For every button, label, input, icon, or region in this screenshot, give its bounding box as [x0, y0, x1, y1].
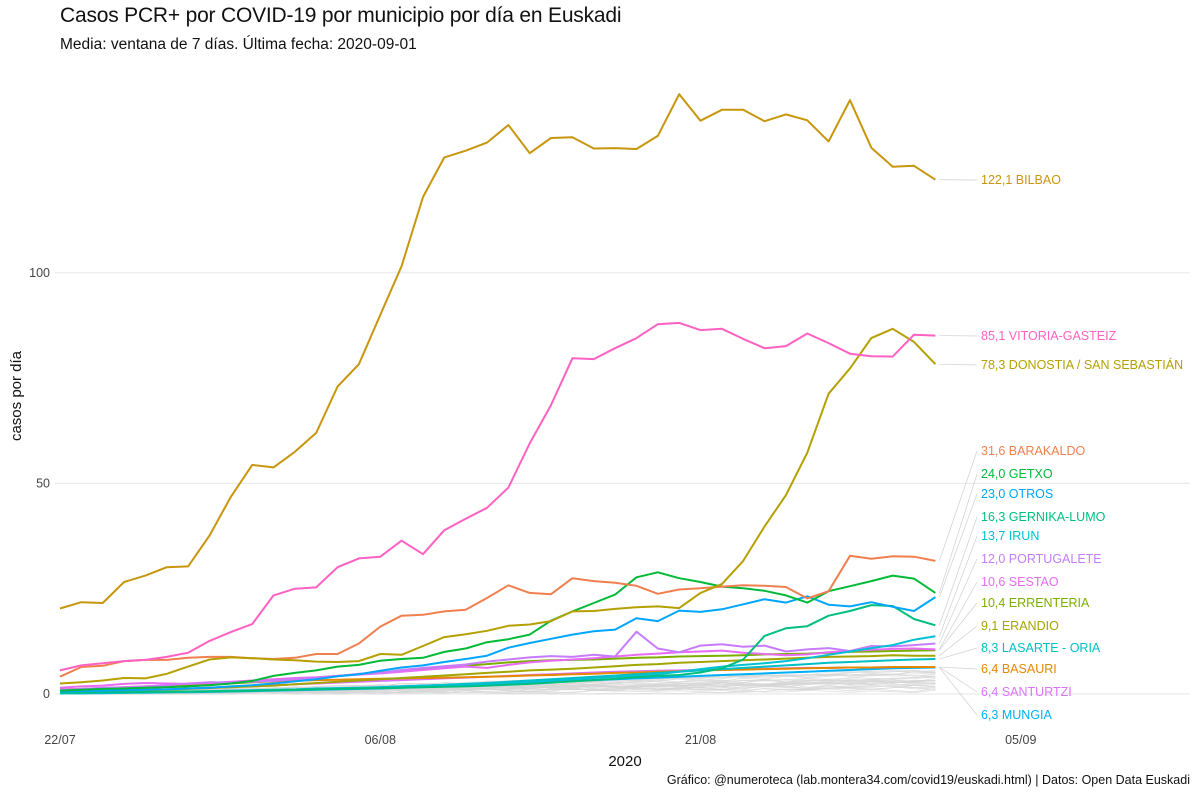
series-label: 122,1 BILBAO: [981, 173, 1061, 187]
series-label: 12,0 PORTUGALETE: [981, 552, 1102, 566]
leader-line: [939, 516, 978, 626]
leader-line: [939, 493, 978, 598]
series-line-vitoria-gasteiz: [59, 321, 936, 672]
leader-line: [939, 558, 978, 644]
series-label: 31,6 BARAKALDO: [981, 444, 1085, 458]
series-label: 78,3 DONOSTIA / SAN SEBASTIÁN: [981, 357, 1183, 372]
series-lines: [59, 93, 937, 695]
x-tick-label: 06/08: [365, 733, 396, 747]
leader-line: [939, 647, 978, 660]
chart-subtitle: Media: ventana de 7 días. Última fecha: …: [60, 36, 417, 53]
chart-title: Casos PCR+ por COVID-19 por municipio po…: [60, 4, 622, 27]
series-labels: 122,1 BILBAO 85,1 VITORIA-GASTEIZ 78,3 DON…: [981, 173, 1183, 722]
series-label: 10,6 SESTAO: [981, 575, 1059, 589]
y-tick-label: 0: [43, 687, 50, 701]
series-label: 23,0 OTROS: [981, 487, 1053, 501]
series-line-donostia-san-sebasti-n: [59, 327, 937, 685]
background-line: [59, 670, 936, 695]
grid: [55, 272, 1190, 695]
series-label: 9,1 ERANDIO: [981, 619, 1059, 633]
y-tick-label: 50: [36, 476, 50, 490]
leader-line: [939, 666, 978, 670]
leader-line: [939, 363, 978, 366]
leader-line: [939, 473, 978, 594]
series-line-barakaldo: [59, 554, 936, 678]
leader-line: [939, 667, 978, 716]
chart-caption: Gráfico: @numeroteca (lab.montera34.com/…: [666, 773, 1190, 787]
x-axis: 22/07 06/08 21/08 05/09: [44, 733, 1036, 747]
series-label: 16,3 GERNIKA-LUMO: [981, 510, 1106, 524]
y-axis: 0 50 100: [29, 266, 50, 701]
leader-line: [939, 666, 978, 693]
series-line-otros: [59, 595, 936, 693]
series-line-bilbao: [59, 93, 936, 610]
series-label: 6,4 BASAURI: [981, 662, 1057, 676]
x-axis-label: 2020: [608, 753, 641, 770]
label-leader-lines: [939, 179, 978, 716]
series-label: 6,3 MUNGIA: [981, 708, 1053, 722]
x-tick-label: 05/09: [1005, 733, 1036, 747]
x-tick-label: 21/08: [685, 733, 716, 747]
series-label: 13,7 IRUN: [981, 529, 1039, 543]
series-line-gernika-lumo: [60, 604, 936, 694]
leader-line: [939, 602, 978, 651]
series-line-portugalete: [59, 630, 936, 691]
series-line-getxo: [59, 571, 936, 692]
series-label: 8,3 LASARTE - ORIA: [981, 641, 1101, 655]
y-tick-label: 100: [29, 266, 50, 280]
series-label: 85,1 VITORIA-GASTEIZ: [981, 329, 1117, 343]
x-tick-label: 22/07: [44, 733, 75, 747]
y-axis-label: casos por día: [8, 350, 25, 441]
leader-line: [939, 535, 978, 637]
background-line: [59, 684, 936, 695]
series-label: 24,0 GETXO: [981, 467, 1053, 481]
series-label: 10,4 ERRENTERIA: [981, 596, 1090, 610]
leader-line: [939, 450, 978, 562]
leader-line: [939, 581, 978, 650]
series-label: 6,4 SANTURTZI: [981, 685, 1072, 699]
leader-line: [939, 625, 978, 656]
